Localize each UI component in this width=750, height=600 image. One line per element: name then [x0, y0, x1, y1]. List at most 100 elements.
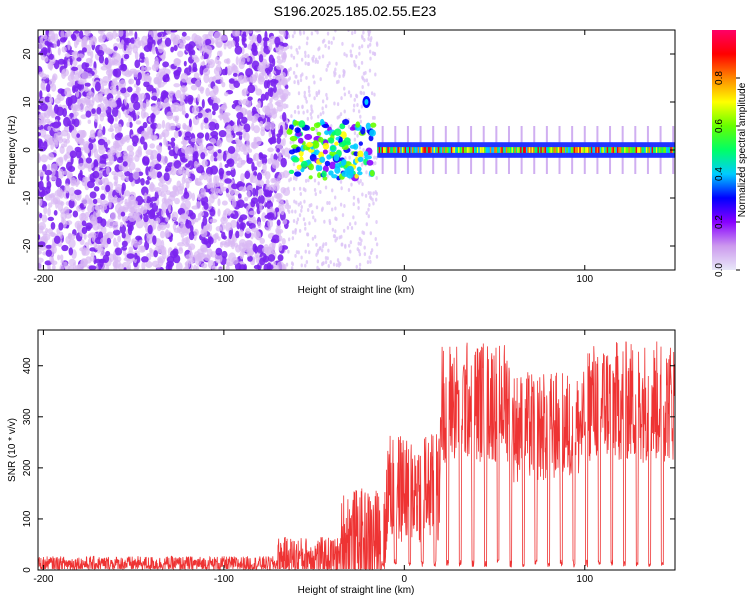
noise-blob: [266, 262, 272, 270]
noise-blob: [373, 155, 376, 160]
noise-blob: [156, 72, 160, 79]
noise-blob: [181, 31, 187, 37]
noise-blob: [53, 40, 58, 49]
noise-blob: [74, 146, 82, 153]
noise-blob: [309, 112, 313, 117]
signal-blob: [291, 156, 300, 163]
noise-blob: [269, 206, 274, 213]
noise-blob: [368, 202, 371, 207]
noise-blob: [150, 196, 158, 202]
noise-blob: [38, 140, 44, 149]
noise-blob: [49, 175, 57, 181]
noise-blob: [47, 43, 51, 54]
noise-blob: [246, 57, 250, 62]
noise-blob: [368, 68, 372, 73]
noise-blob: [189, 155, 193, 161]
noise-blob: [333, 73, 336, 78]
noise-blob: [209, 208, 216, 217]
noise-blob: [234, 45, 243, 55]
noise-blob: [365, 78, 369, 83]
noise-blob: [288, 91, 291, 96]
noise-blob: [57, 168, 65, 179]
noise-blob: [354, 221, 357, 226]
noise-blob: [231, 30, 240, 37]
noise-blob: [164, 167, 169, 173]
noise-blob: [323, 219, 326, 224]
noise-blob: [112, 221, 119, 231]
noise-blob: [307, 89, 311, 94]
noise-blob: [196, 132, 205, 139]
noise-blob: [276, 219, 281, 226]
noise-blob: [337, 79, 340, 84]
noise-blob: [139, 52, 145, 60]
noise-blob: [130, 194, 134, 201]
noise-blob: [176, 180, 182, 188]
noise-blob: [108, 190, 113, 196]
noise-blob: [179, 93, 186, 101]
noise-blob: [243, 43, 247, 48]
noise-blob: [324, 104, 328, 109]
noise-blob: [358, 145, 362, 150]
noise-blob: [205, 45, 213, 55]
noise-blob: [155, 217, 161, 224]
noise-blob: [286, 104, 289, 109]
noise-blob: [300, 208, 303, 213]
noise-blob: [202, 67, 211, 76]
noise-blob: [257, 194, 265, 205]
noise-blob: [114, 133, 122, 141]
colorbar-ticks: 0.0 0.2 0.4 0.6 0.8: [714, 71, 740, 277]
noise-blob: [93, 159, 98, 167]
noise-blob: [70, 177, 77, 187]
noise-blob: [126, 253, 135, 259]
xtick-label: -200: [33, 574, 53, 585]
noise-blob: [225, 133, 234, 143]
noise-blob: [41, 164, 47, 172]
noise-blob: [287, 34, 291, 39]
noise-blob: [170, 103, 176, 113]
noise-blob: [74, 189, 82, 196]
ytick-label: 0: [22, 567, 33, 573]
noise-blob: [359, 242, 362, 247]
noise-blob: [259, 237, 265, 244]
noise-blob: [236, 199, 245, 208]
noise-blob: [182, 169, 187, 179]
noise-blob: [174, 197, 180, 205]
noise-blob: [45, 118, 51, 124]
noise-blob: [353, 137, 357, 142]
snr-ylabel: SNR (10 * v/v): [7, 418, 18, 482]
noise-blob: [360, 60, 364, 65]
signal-blob: [357, 171, 363, 176]
noise-blob: [83, 86, 89, 93]
noise-blob: [317, 47, 320, 52]
noise-blob: [150, 116, 155, 124]
noise-blob: [347, 30, 350, 33]
noise-blob: [241, 88, 250, 95]
noise-blob: [308, 93, 311, 98]
noise-blob: [235, 56, 239, 66]
colorbar-tick-label: 0.2: [714, 215, 725, 229]
noise-blob: [196, 265, 200, 270]
signal-blob: [288, 124, 294, 131]
signal-blob: [331, 174, 338, 179]
noise-blob: [117, 145, 123, 152]
noise-blob: [281, 111, 287, 122]
noise-blob: [200, 244, 208, 253]
noise-blob: [267, 219, 274, 228]
noise-blob: [365, 211, 368, 216]
noise-blob: [375, 155, 378, 160]
noise-blob: [103, 88, 109, 96]
noise-blob: [293, 199, 296, 204]
noise-blob: [219, 222, 226, 232]
signal-blob: [317, 165, 323, 172]
noise-blob: [352, 103, 356, 108]
noise-blob: [173, 83, 181, 88]
noise-blob: [251, 42, 257, 52]
colorbar: 0.0 0.2 0.4 0.6 0.8 Normalized spectral ampl…: [712, 30, 748, 277]
noise-blob: [178, 104, 184, 112]
noise-blob: [94, 93, 102, 103]
signal-blob: [297, 137, 304, 144]
noise-blob: [98, 30, 106, 33]
noise-blob: [252, 187, 257, 197]
noise-blob: [357, 180, 361, 185]
noise-blob: [259, 257, 266, 266]
